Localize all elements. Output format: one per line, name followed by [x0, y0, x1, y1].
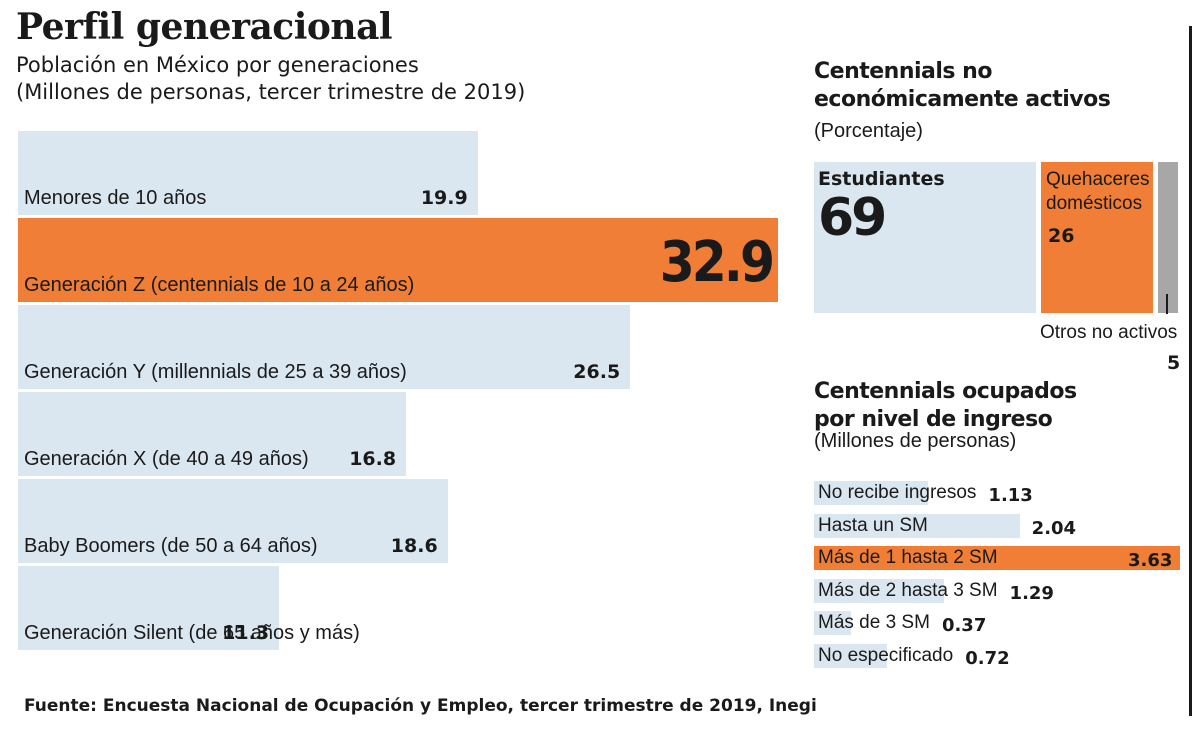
generation-bar	[18, 392, 407, 476]
income-bar	[814, 578, 945, 603]
generation-value: 19.9	[420, 187, 468, 209]
income-title-line-1: Centennials ocupados	[814, 379, 1077, 404]
generation-value: 16.8	[349, 448, 397, 470]
generation-bar	[18, 305, 631, 389]
income-bar	[814, 481, 928, 505]
treemap-label-otros: Otros no activos	[1040, 322, 1178, 343]
generation-value: 11.3	[222, 622, 270, 644]
income-label: Más de 1 hasta 2 SM	[818, 547, 998, 568]
generation-label: Menores de 10 años	[24, 187, 207, 209]
treemap-value-quehaceres: 26	[1048, 225, 1075, 247]
income-label: Más de 2 hasta 3 SM	[818, 579, 998, 601]
quehaceres-line-1: Quehaceres	[1046, 169, 1150, 190]
generation-value: 32.9	[659, 230, 775, 295]
generation-value: 26.5	[573, 361, 621, 383]
income-label: No recibe ingresos	[818, 482, 977, 503]
income-title: Centennials ocupados por nivel de ingres…	[814, 378, 1077, 434]
income-title-line-2: por nivel de ingreso	[814, 407, 1053, 432]
treemap-label-quehaceres: Quehaceres domésticos	[1046, 168, 1150, 216]
income-subtitle: (Millones de personas)	[814, 430, 1017, 452]
income-value: 3.63	[1128, 550, 1173, 571]
generation-bar	[18, 131, 478, 215]
income-bar	[814, 546, 1180, 570]
income-bar	[814, 513, 1020, 538]
vertical-rule	[1189, 26, 1192, 716]
income-value: 1.13	[988, 485, 1033, 506]
generation-label: Generación Z (centennials de 10 a 24 año…	[24, 274, 415, 296]
generation-bar	[18, 218, 778, 302]
generation-bar	[18, 479, 448, 563]
income-label: Más de 3 SM	[818, 612, 930, 633]
treemap-cell	[1158, 162, 1178, 313]
treemap-title: Centennials no económicamente activos	[814, 59, 1111, 112]
income-value: 0.72	[965, 647, 1010, 669]
income-label: No especificado	[818, 644, 954, 666]
generation-label: Baby Boomers (de 50 a 64 años)	[24, 535, 318, 557]
treemap-subtitle: (Porcentaje)	[814, 120, 923, 142]
treemap-cell	[814, 162, 1036, 313]
income-bar	[814, 643, 887, 668]
income-value: 2.04	[1031, 517, 1077, 539]
chart-title: Perfil generacional	[16, 6, 393, 48]
generation-bar	[18, 566, 280, 650]
treemap-cell	[1041, 162, 1153, 313]
subtitle-line-1: Población en México por generaciones	[16, 53, 419, 77]
quehaceres-line-2: domésticos	[1046, 193, 1143, 214]
income-bar	[814, 611, 852, 635]
subtitle-line-2: (Millones de personas, tercer trimestre …	[16, 80, 526, 104]
income-value: 0.37	[941, 615, 987, 636]
generation-value: 18.6	[390, 535, 438, 557]
chart-subtitle: Población en México por generaciones (Mi…	[16, 52, 525, 106]
income-value: 1.29	[1009, 582, 1054, 604]
income-label: Hasta un SM	[818, 514, 928, 536]
treemap-value-estudiantes: 69	[818, 188, 887, 248]
source-note: Fuente: Encuesta Nacional de Ocupación y…	[24, 696, 817, 716]
generation-label: Generación Y (millennials de 25 a 39 año…	[24, 361, 407, 383]
otros-leader-line	[1166, 294, 1168, 314]
generation-label: Generación X (de 40 a 49 años)	[24, 448, 309, 470]
treemap-label-estudiantes: Estudiantes	[818, 168, 945, 190]
treemap-value-otros: 5	[1167, 352, 1181, 374]
generation-label: Generación Silent (de 65 años y más)	[24, 622, 360, 644]
